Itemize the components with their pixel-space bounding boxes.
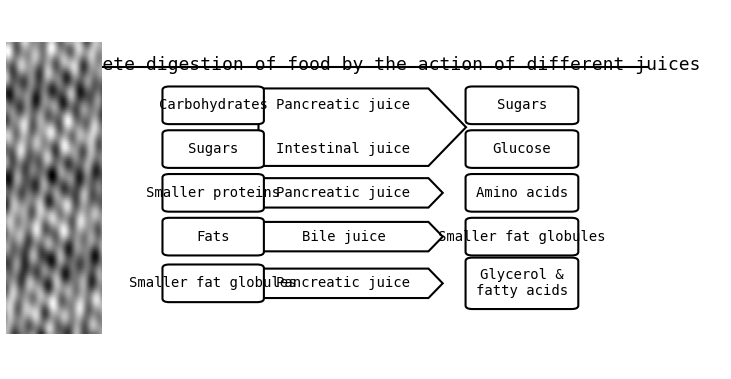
Text: Smaller fat globules: Smaller fat globules <box>129 276 297 290</box>
Text: Bile juice: Bile juice <box>302 230 385 244</box>
Text: Intestinal juice: Intestinal juice <box>276 142 411 156</box>
FancyBboxPatch shape <box>162 265 264 302</box>
FancyBboxPatch shape <box>162 218 264 255</box>
FancyBboxPatch shape <box>466 258 578 309</box>
FancyBboxPatch shape <box>466 174 578 212</box>
Text: Fats: Fats <box>197 230 230 244</box>
Polygon shape <box>259 222 443 251</box>
Polygon shape <box>259 178 443 208</box>
Text: Sugars: Sugars <box>188 142 238 156</box>
Text: Carbohydrates: Carbohydrates <box>159 98 268 112</box>
Text: Amino acids: Amino acids <box>476 186 568 200</box>
Text: Pancreatic juice: Pancreatic juice <box>276 276 411 290</box>
Polygon shape <box>259 88 466 166</box>
FancyBboxPatch shape <box>162 86 264 124</box>
FancyBboxPatch shape <box>466 86 578 124</box>
Text: Pancreatic juice: Pancreatic juice <box>276 186 411 200</box>
Text: Glycerol &
fatty acids: Glycerol & fatty acids <box>476 268 568 298</box>
FancyBboxPatch shape <box>162 130 264 168</box>
Text: Glucose: Glucose <box>493 142 551 156</box>
Text: Pancreatic juice: Pancreatic juice <box>276 98 411 112</box>
Text: Complete digestion of food by the action of different juices: Complete digestion of food by the action… <box>48 56 701 74</box>
FancyBboxPatch shape <box>466 218 578 255</box>
Text: Smaller proteins: Smaller proteins <box>146 186 280 200</box>
Text: Sugars: Sugars <box>497 98 547 112</box>
Polygon shape <box>259 269 443 298</box>
Text: Smaller fat globules: Smaller fat globules <box>438 230 606 244</box>
FancyBboxPatch shape <box>466 130 578 168</box>
FancyBboxPatch shape <box>162 174 264 212</box>
